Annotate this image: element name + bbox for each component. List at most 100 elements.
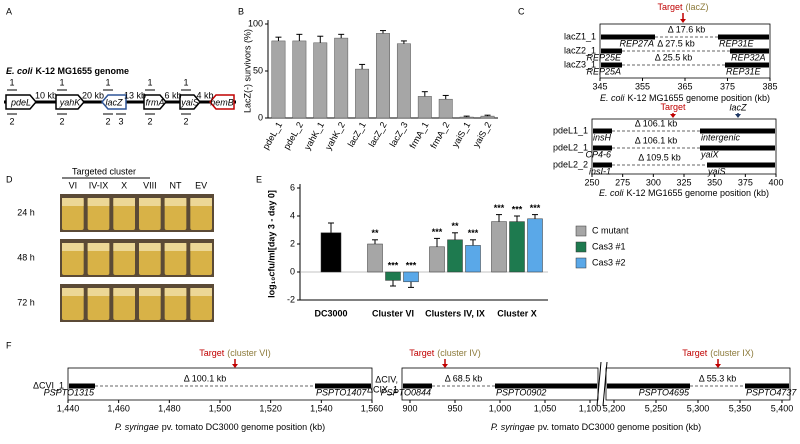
time-label: 24 h	[17, 207, 35, 217]
row-label: ΔCIX_1	[367, 384, 398, 394]
y-tick-label: 4	[290, 210, 295, 220]
gene-label: PSPTO4737	[746, 387, 797, 397]
x-tick-label: Clusters IV, IX	[425, 308, 485, 318]
bar	[509, 221, 525, 273]
gene-label: yaiS	[180, 97, 199, 107]
gene-label: REP25E	[586, 52, 622, 62]
bar	[367, 243, 383, 273]
x-tick-label: 300	[646, 177, 661, 187]
tube-highlight	[87, 198, 110, 206]
x-tick-label: 345	[592, 81, 607, 91]
deletion-label: Δ 68.5 kb	[445, 373, 483, 383]
gene-label: lacZ	[105, 97, 123, 107]
kept-region	[593, 128, 612, 134]
kept-region	[725, 62, 769, 68]
deletion-label: Δ 109.5 kb	[638, 152, 681, 162]
bar	[385, 271, 401, 281]
x-tick-label: 385	[762, 81, 777, 91]
bar	[480, 115, 495, 119]
x-tick-label: 1,480	[158, 403, 181, 413]
genome-label: E. coli K-12 MG1655 genome	[6, 66, 129, 76]
x-tick-label: 5,350	[729, 403, 752, 413]
bar	[527, 218, 543, 273]
x-tick-label: frmA_2	[428, 120, 451, 150]
significance: **	[371, 228, 379, 238]
gene-arrow	[101, 94, 127, 110]
tube-highlight	[62, 243, 84, 251]
distance-label: 6 kb	[164, 90, 181, 100]
significance: ***	[388, 260, 399, 270]
panel-letter: D	[6, 174, 13, 184]
x-tick-label: 325	[676, 177, 691, 187]
tube-highlight	[190, 198, 212, 206]
x-tick-label: 1,440	[57, 403, 80, 413]
bar	[355, 68, 370, 119]
bar	[459, 116, 474, 119]
primer-label: 1	[147, 77, 152, 87]
gene-label: yaiS	[707, 166, 726, 176]
gene-label: CP4-6	[585, 149, 611, 159]
row-label: pdeL2_1	[553, 142, 588, 152]
target-detail: (lacZ)	[686, 2, 709, 12]
gene-label: REP27A	[619, 38, 654, 48]
x-tick-label: Cluster X	[497, 308, 537, 318]
deletion-label: Δ 27.5 kb	[657, 38, 695, 48]
primer-label: 1	[59, 77, 64, 87]
row-label: pdeL2_2	[553, 159, 588, 169]
y-tick-label: 6	[290, 182, 295, 192]
kept-region	[700, 145, 775, 151]
tube-highlight	[139, 288, 161, 296]
x-tick-label: frmA_1	[407, 120, 430, 150]
photo	[60, 194, 214, 232]
deletion-label: Δ 17.6 kb	[668, 24, 706, 34]
x-tick-label: 1,500	[209, 403, 232, 413]
gene-label: yaiX	[700, 149, 720, 159]
significance: ***	[494, 203, 505, 213]
x-tick-label: yahK_2	[323, 120, 347, 151]
column-label: VI	[69, 180, 78, 190]
distance-label: 10 kb	[35, 90, 57, 100]
axis-break	[602, 361, 608, 407]
kept-region	[730, 48, 769, 54]
x-tick-label: 350	[707, 177, 722, 187]
time-label: 48 h	[17, 252, 35, 262]
gene-label: PSPTO1315	[44, 387, 95, 397]
target-detail: (cluster VI)	[227, 348, 271, 358]
y-tick-label: 50	[253, 65, 263, 75]
panel-letter: A	[6, 6, 12, 16]
organism: E. coli	[6, 66, 33, 76]
axis-title-text: K-12 MG1655 genome position (kb)	[627, 93, 770, 103]
y-tick-label: 0	[258, 112, 263, 122]
kept-region	[707, 162, 775, 168]
significance: ***	[512, 204, 523, 214]
kept-region	[601, 34, 655, 40]
photo	[60, 239, 214, 277]
significance: ***	[468, 228, 479, 238]
column-label: X	[121, 180, 127, 190]
target-label: Target (cluster IV)	[409, 348, 481, 358]
target-label: Target (cluster VI)	[199, 348, 271, 358]
x-tick-label: 900	[402, 403, 417, 413]
kept-region	[593, 145, 612, 151]
target-label: Target	[660, 102, 686, 112]
deletion-label: Δ 100.1 kb	[184, 373, 227, 383]
column-label: IV-IX	[89, 180, 109, 190]
target-arrow-head	[232, 364, 238, 368]
gene-label: intergenic	[701, 132, 741, 142]
kept-region	[495, 383, 597, 389]
bar	[271, 40, 286, 119]
bar	[320, 232, 342, 273]
x-tick-label: 375	[738, 177, 753, 187]
row-label: lacZ1_1	[564, 31, 596, 41]
kept-region	[718, 34, 769, 40]
tube-highlight	[139, 243, 161, 251]
tube-highlight	[113, 243, 135, 251]
kept-region	[69, 383, 95, 389]
gene-label: PSPTO0902	[496, 387, 546, 397]
y-tick-label: 2	[290, 238, 295, 248]
x-tick-label: 355	[635, 81, 650, 91]
x-tick-label: Cluster VI	[372, 308, 414, 318]
genome-name: K-12 MG1655 genome	[36, 66, 130, 76]
axis-title: E. coli K-12 MG1655 genome position (kb)	[599, 188, 769, 198]
gene-label: pdeL	[10, 97, 31, 107]
